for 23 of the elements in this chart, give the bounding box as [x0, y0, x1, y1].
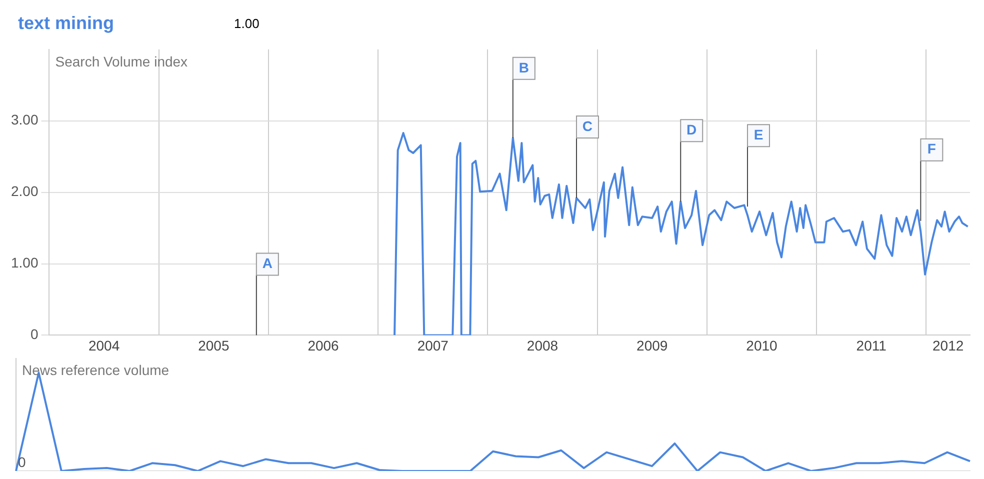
- annotation: B: [518, 59, 529, 76]
- annotation: C: [582, 118, 593, 134]
- x-tick-label: 2007: [417, 337, 449, 354]
- x-tick-label: 2006: [308, 337, 340, 354]
- y-axis-title: Search Volume index: [55, 53, 188, 70]
- annotation: D: [686, 121, 697, 138]
- annotation: E: [754, 126, 764, 142]
- chart-subtitle: 1.00: [234, 16, 260, 30]
- y-tick-label: 0: [30, 326, 38, 342]
- x-tick-label: 2012: [932, 337, 964, 354]
- y-axis-title: News reference volume: [22, 362, 170, 378]
- ref-line-label: A: [262, 255, 272, 272]
- y-tick-label: 1.00: [11, 254, 38, 271]
- y-tick-label: 2.00: [11, 183, 38, 200]
- x-tick-label: 2010: [746, 337, 778, 354]
- x-tick-label: 2009: [636, 337, 668, 354]
- x-tick-label: 2011: [856, 337, 887, 354]
- x-tick-label: 2005: [198, 337, 230, 354]
- x-tick-label: 2008: [526, 337, 558, 354]
- chart-title: text mining: [18, 12, 114, 34]
- annotation: F: [927, 140, 936, 157]
- y-tick-label: 3.00: [11, 112, 38, 128]
- x-tick-label: 2004: [88, 337, 120, 354]
